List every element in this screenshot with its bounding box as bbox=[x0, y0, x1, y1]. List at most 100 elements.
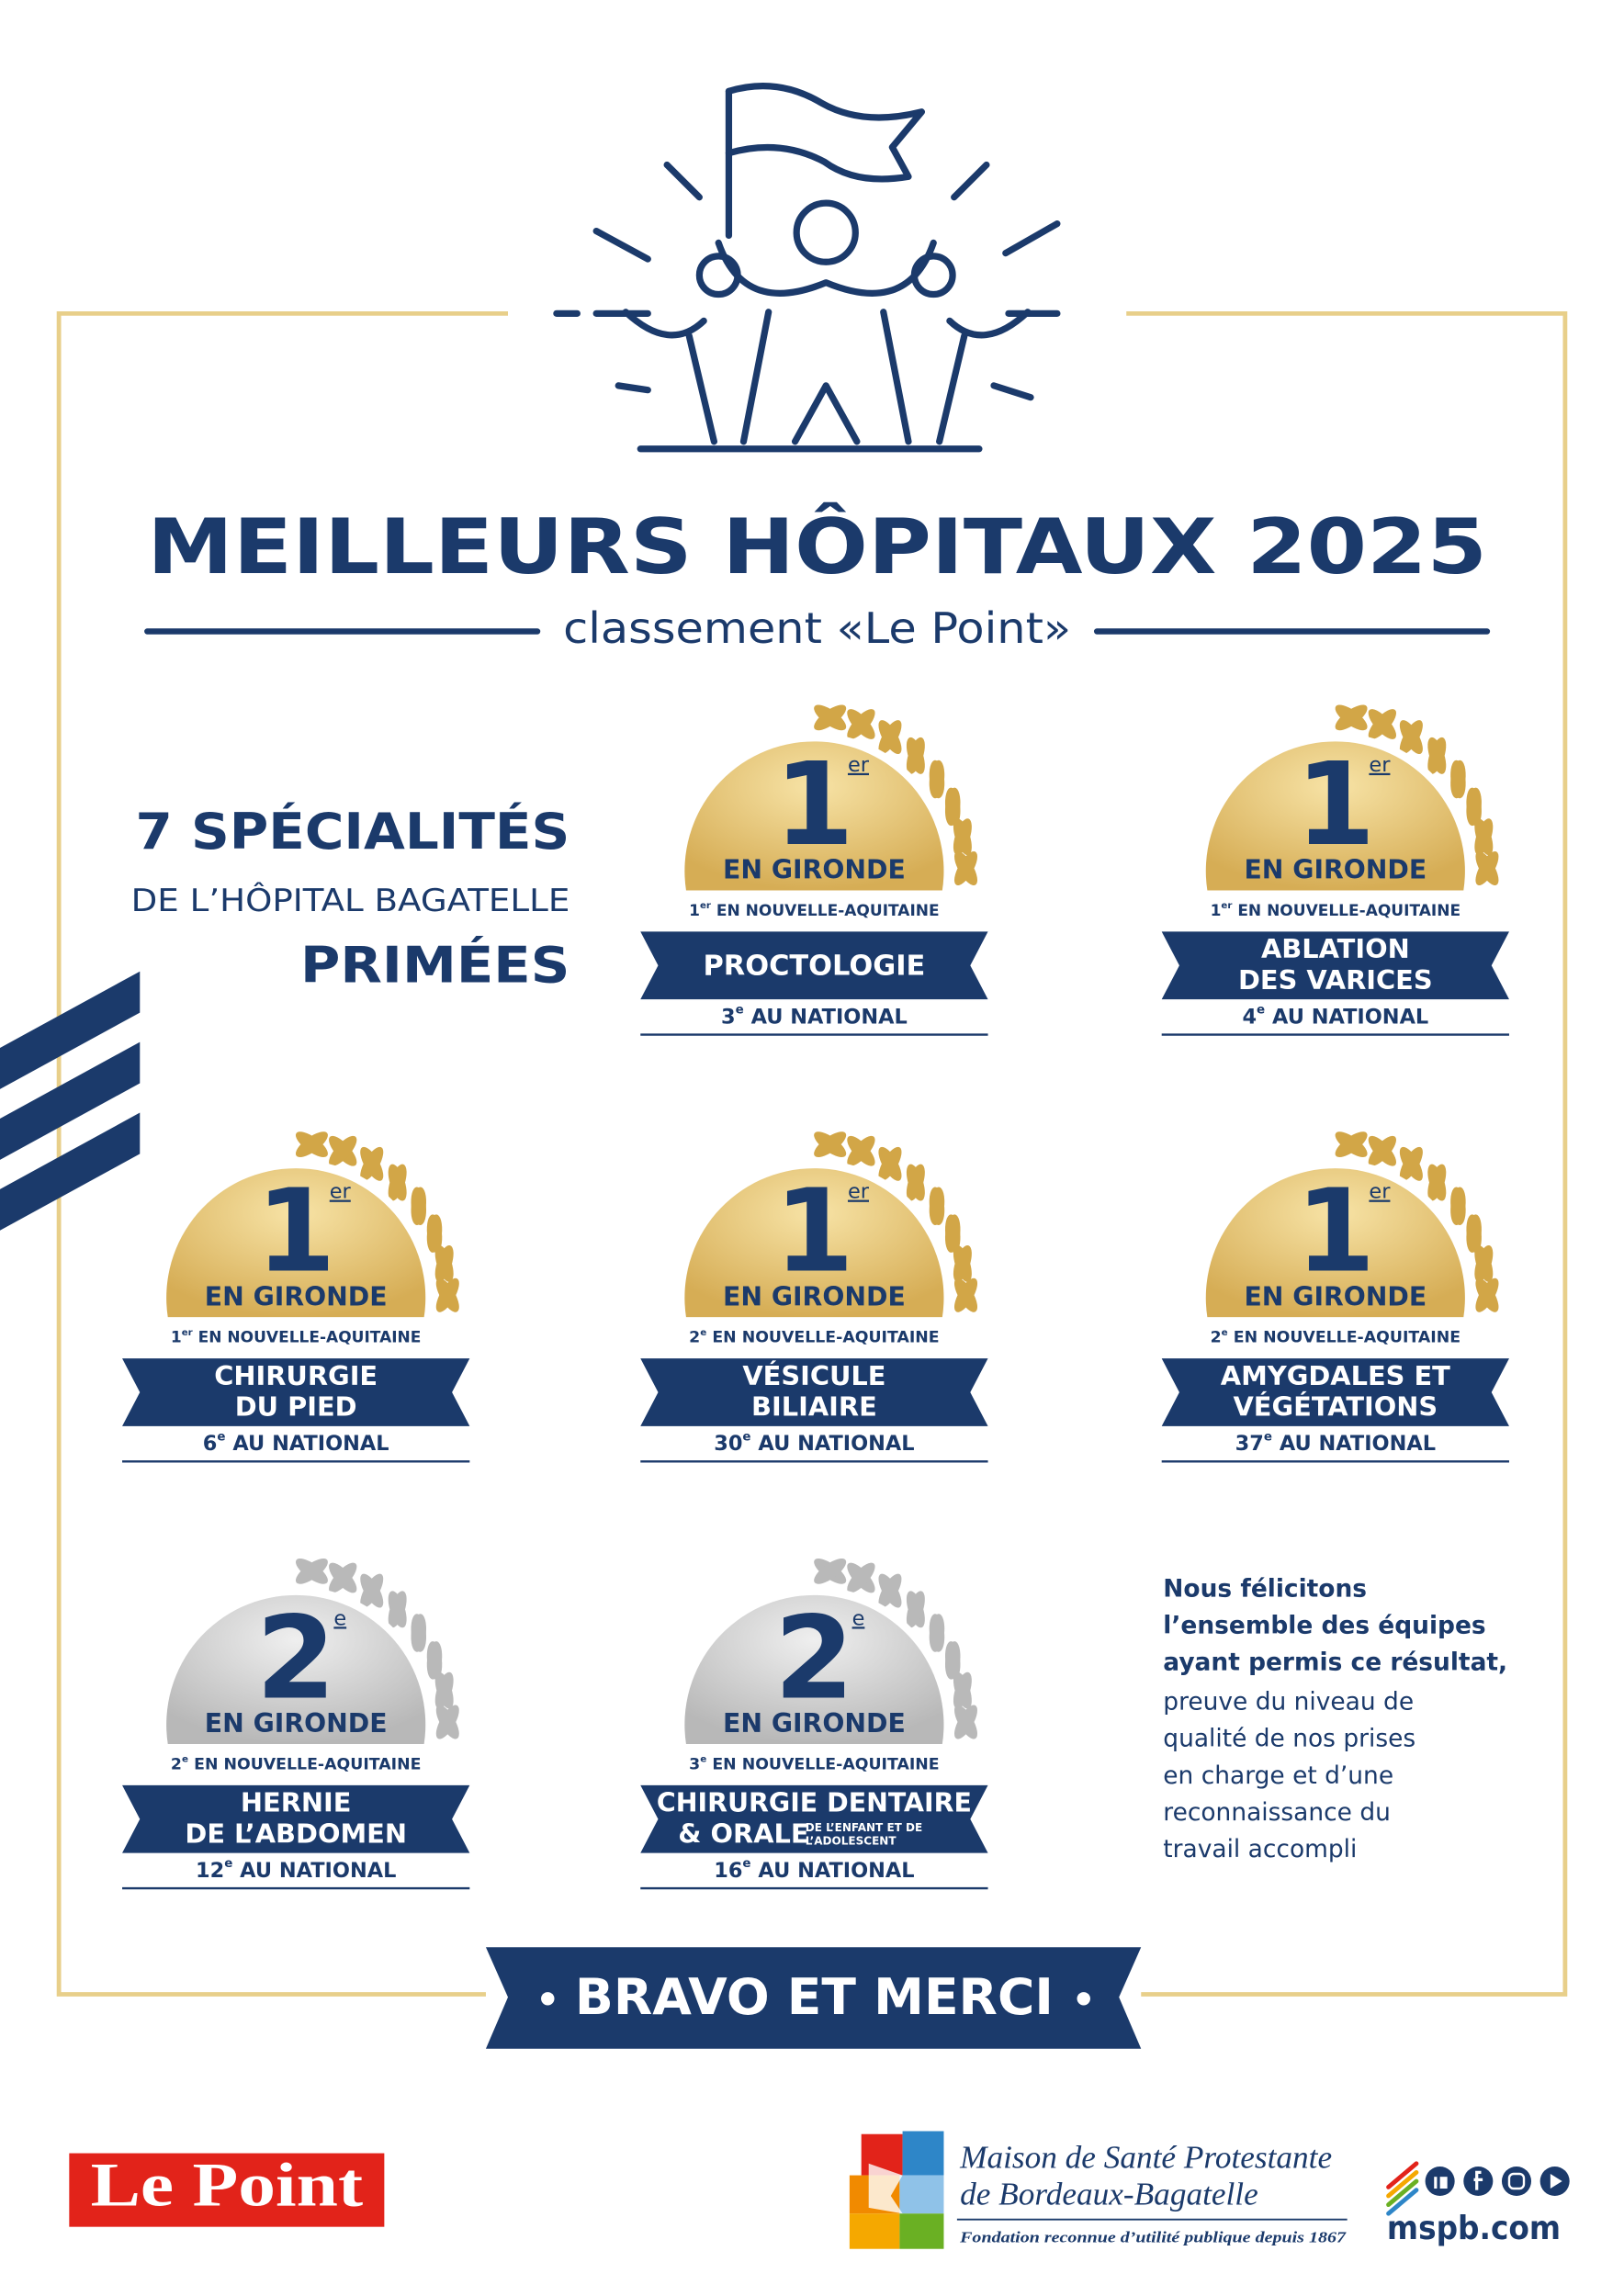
laurel-leaf bbox=[878, 1573, 902, 1608]
intro-count: 7 SPÉCIALITÉS bbox=[135, 801, 570, 861]
social-icons bbox=[1386, 2161, 1570, 2216]
banner-ribbon bbox=[485, 1947, 1142, 2049]
laurel-leaf bbox=[953, 1705, 978, 1739]
specialty: VÉGÉTATIONS bbox=[1233, 1391, 1438, 1423]
specialty-ribbon bbox=[1161, 1358, 1509, 1426]
laurel-leaf bbox=[1475, 851, 1499, 885]
regional-rank: 1 bbox=[171, 1328, 182, 1346]
rank: 1 bbox=[1295, 738, 1375, 872]
specialty: & ORALE bbox=[678, 1818, 808, 1849]
regional: 2e EN NOUVELLE-AQUITAINE bbox=[1211, 1328, 1460, 1346]
rank: 1 bbox=[774, 1165, 854, 1299]
decor-stripes bbox=[0, 971, 141, 1231]
laurel-leaf bbox=[1368, 709, 1397, 739]
message-bold: Nous félicitons bbox=[1163, 1574, 1367, 1603]
national-rank: 6 bbox=[203, 1432, 218, 1456]
laurel-leaf bbox=[1399, 720, 1423, 755]
laurel-leaf bbox=[814, 704, 847, 731]
specialty: ABLATION bbox=[1261, 933, 1410, 964]
laurel-leaf bbox=[329, 1562, 357, 1593]
laurel-leaf bbox=[929, 760, 945, 799]
laurel-leaf bbox=[847, 1135, 875, 1166]
website[interactable]: mspb.com bbox=[1387, 2210, 1561, 2247]
medal-base bbox=[118, 1317, 473, 1359]
laurel-leaf bbox=[295, 1558, 328, 1584]
specialty: BILIAIRE bbox=[751, 1391, 877, 1423]
rank: 1 bbox=[256, 1165, 336, 1299]
laurel-leaf bbox=[360, 1573, 384, 1608]
laurel-leaf bbox=[388, 1164, 407, 1201]
org-logo bbox=[849, 2131, 944, 2249]
medal-base bbox=[118, 1744, 473, 1785]
specialty: AMYGDALES ET bbox=[1221, 1360, 1450, 1391]
laurel-leaf bbox=[944, 787, 961, 827]
intro-award: PRIMÉES bbox=[300, 935, 570, 995]
regional-suffix: e bbox=[182, 1755, 188, 1765]
specialty-note: L’ADOLESCENT bbox=[806, 1834, 897, 1847]
regional-rank: 2 bbox=[689, 1328, 700, 1346]
medal-base bbox=[1158, 890, 1513, 932]
message-text: reconnaissance du bbox=[1163, 1798, 1391, 1827]
laurel-leaf bbox=[1475, 1277, 1499, 1312]
rank-suffix: er bbox=[330, 1180, 352, 1204]
medal-base bbox=[637, 1317, 991, 1359]
laurel-leaf bbox=[435, 1705, 459, 1739]
area: EN GIRONDE bbox=[205, 1707, 388, 1739]
laurel-leaf bbox=[411, 1614, 427, 1652]
laurel-leaf bbox=[929, 1187, 945, 1225]
national-suffix: e bbox=[742, 1857, 750, 1871]
rank-suffix: er bbox=[848, 753, 870, 777]
instagram-icon[interactable] bbox=[1501, 2166, 1532, 2197]
laurel-leaf bbox=[1368, 1135, 1397, 1166]
regional-rank: 1 bbox=[689, 901, 700, 919]
laurel-leaf bbox=[426, 1214, 443, 1253]
laurel-leaf bbox=[878, 720, 902, 755]
rank: 1 bbox=[774, 738, 854, 872]
national-rank: 12 bbox=[196, 1858, 224, 1882]
national-suffix: e bbox=[1257, 1004, 1265, 1018]
specialty-ribbon bbox=[640, 1784, 988, 1853]
rank: 1 bbox=[1295, 1165, 1375, 1299]
laurel-leaf bbox=[814, 1131, 847, 1157]
specialty: CHIRURGIE bbox=[214, 1360, 378, 1391]
laurel-leaf bbox=[329, 1135, 357, 1166]
national-rank: 4 bbox=[1242, 1005, 1257, 1029]
national: 3e AU NATIONAL bbox=[721, 1004, 908, 1029]
laurel-leaf bbox=[847, 1562, 875, 1593]
medal-disc bbox=[684, 741, 944, 891]
org-tagline: Fondation reconnue d’utilité publique de… bbox=[959, 2228, 1347, 2245]
regional: 2e EN NOUVELLE-AQUITAINE bbox=[689, 1328, 939, 1346]
partner-logo bbox=[69, 2153, 385, 2227]
regional-text: EN NOUVELLE-AQUITAINE bbox=[194, 1754, 421, 1773]
rank-suffix: e bbox=[852, 1606, 865, 1630]
area: EN GIRONDE bbox=[723, 854, 906, 885]
intro-hospital: DE L’HÔPITAL BAGATELLE bbox=[131, 882, 570, 918]
medal-disc bbox=[1205, 1168, 1465, 1318]
title: MEILLEURS HÔPITAUX 2025 bbox=[147, 501, 1487, 591]
specialty-ribbon bbox=[122, 1784, 470, 1853]
laurel-leaf bbox=[953, 818, 972, 856]
regional: 1er EN NOUVELLE-AQUITAINE bbox=[1211, 901, 1460, 919]
laurel-leaf bbox=[944, 1641, 961, 1680]
laurel-leaf bbox=[1450, 760, 1466, 799]
message: Nous félicitons l’ensemble des équipes aya… bbox=[1163, 1574, 1507, 1863]
frame bbox=[56, 310, 1568, 1997]
banner-dot bbox=[541, 1992, 555, 2006]
laurel-leaf bbox=[1466, 787, 1482, 827]
laurel-leaf bbox=[1450, 1187, 1466, 1225]
specialty-ribbon bbox=[640, 1358, 988, 1426]
laurel-leaf bbox=[388, 1591, 407, 1628]
message-text: en charge et d’une bbox=[1163, 1761, 1393, 1790]
regional-suffix: e bbox=[700, 1328, 706, 1338]
national: 16e AU NATIONAL bbox=[714, 1857, 914, 1882]
laurel-leaf bbox=[411, 1187, 427, 1225]
regional-text: EN NOUVELLE-AQUITAINE bbox=[1234, 1328, 1460, 1346]
regional-rank: 2 bbox=[171, 1754, 182, 1773]
national-text: AU NATIONAL bbox=[751, 1005, 908, 1029]
